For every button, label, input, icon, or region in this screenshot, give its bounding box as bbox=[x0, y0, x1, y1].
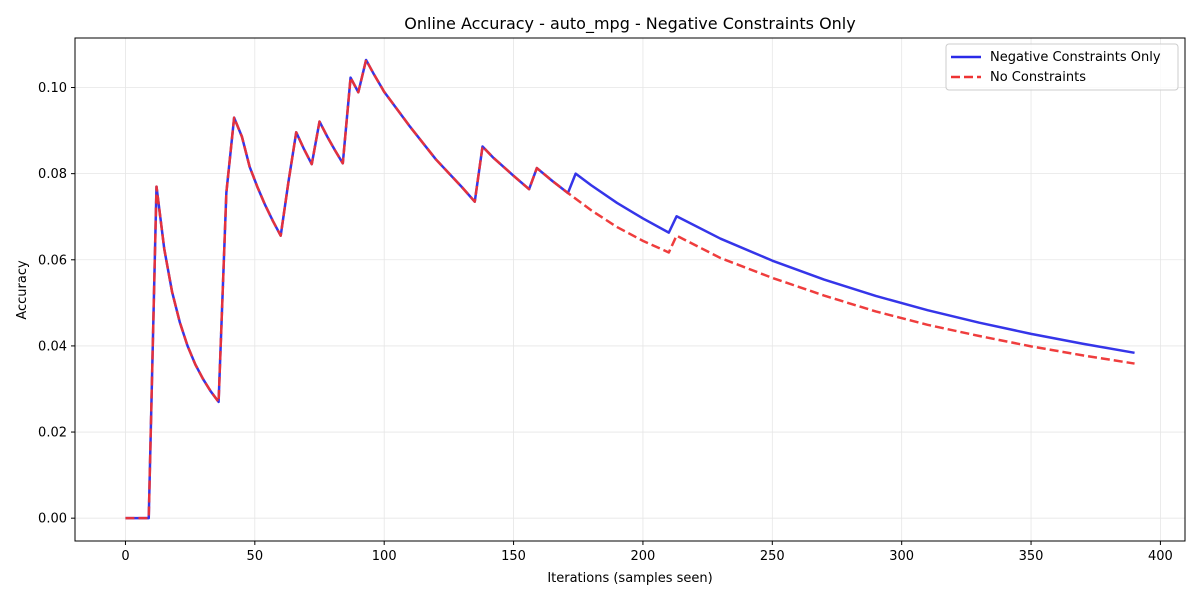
series-layer bbox=[125, 58, 1135, 520]
x-tick-label: 200 bbox=[631, 549, 656, 564]
plot-frame bbox=[74, 37, 1186, 542]
y-tick-label: 0.00 bbox=[38, 512, 67, 527]
legend-label-negative-constraints: Negative Constraints Only bbox=[990, 50, 1161, 65]
legend: Negative Constraints Only No Constraints bbox=[945, 43, 1179, 91]
y-axis: 0.00 0.02 0.04 0.06 0.08 0.10 bbox=[38, 81, 75, 527]
x-tick-label: 0 bbox=[121, 549, 129, 564]
x-tick-label: 100 bbox=[372, 549, 397, 564]
y-tick-label: 0.10 bbox=[38, 81, 67, 96]
series-line-no-constraints bbox=[125, 58, 1135, 520]
x-tick-label: 350 bbox=[1019, 549, 1044, 564]
legend-box bbox=[945, 43, 1179, 91]
y-tick-label: 0.02 bbox=[38, 426, 67, 441]
x-axis-label: Iterations (samples seen) bbox=[547, 571, 712, 586]
chart-title: Online Accuracy - auto_mpg - Negative Co… bbox=[404, 14, 855, 34]
grid-lines bbox=[75, 38, 1185, 541]
x-tick-label: 50 bbox=[247, 549, 264, 564]
x-tick-label: 150 bbox=[501, 549, 526, 564]
x-tick-label: 400 bbox=[1148, 549, 1173, 564]
x-tick-label: 250 bbox=[760, 549, 785, 564]
x-tick-label: 300 bbox=[889, 549, 914, 564]
y-tick-label: 0.08 bbox=[38, 167, 67, 182]
legend-label-no-constraints: No Constraints bbox=[990, 70, 1086, 85]
y-axis-label: Accuracy bbox=[15, 260, 30, 320]
y-tick-label: 0.06 bbox=[38, 253, 67, 268]
x-axis: 0 50 100 150 200 250 300 350 400 bbox=[121, 541, 1173, 564]
y-tick-label: 0.04 bbox=[38, 339, 67, 354]
